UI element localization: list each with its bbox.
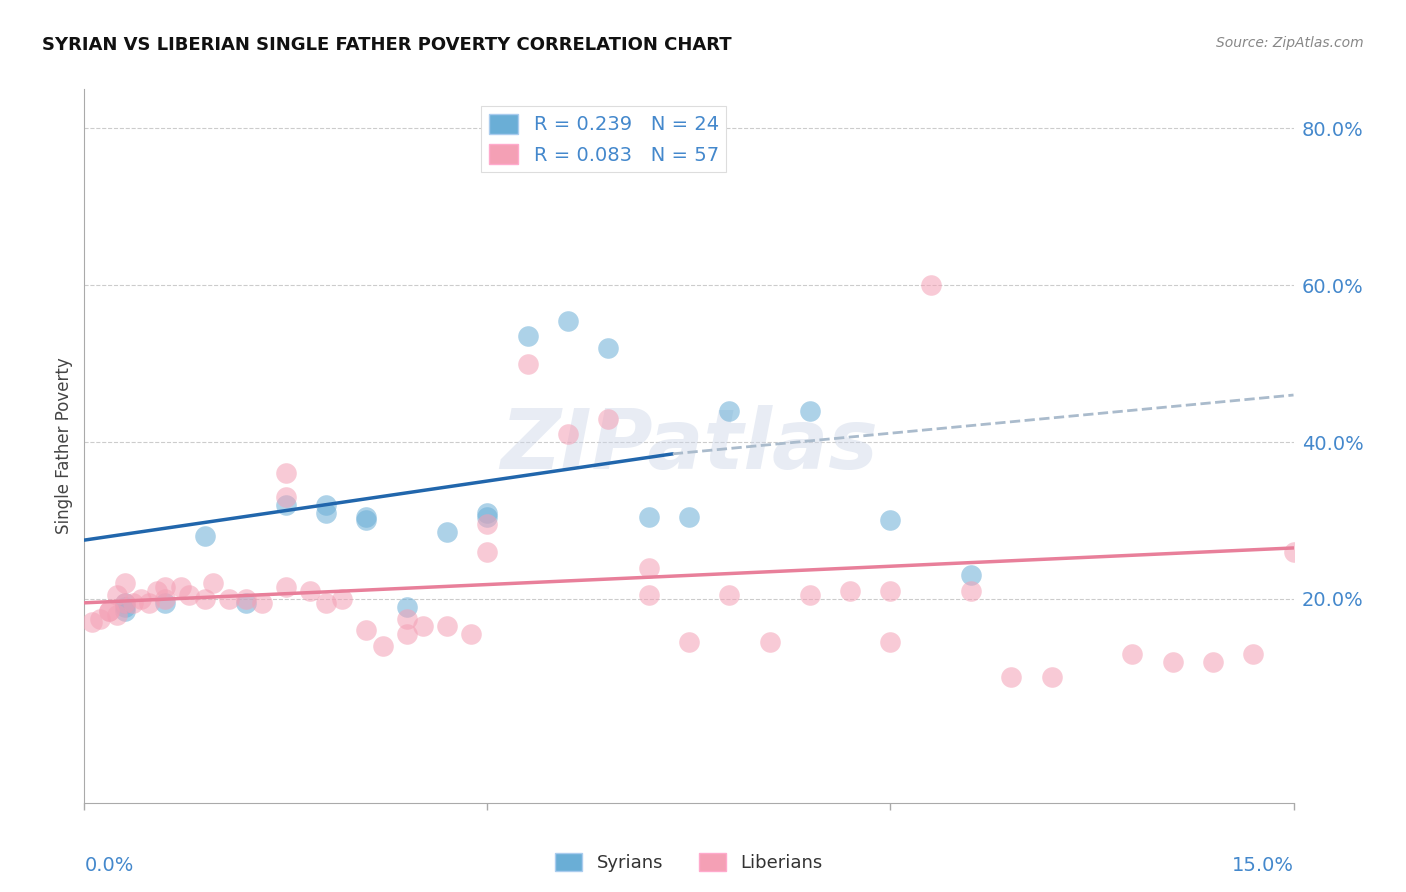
Point	[879, 635, 901, 649]
Point	[477, 506, 499, 520]
Point	[114, 596, 136, 610]
Point	[105, 607, 128, 622]
Point	[235, 591, 257, 606]
Point	[637, 560, 659, 574]
Point	[114, 599, 136, 614]
Point	[114, 576, 136, 591]
Point	[89, 611, 111, 625]
Point	[395, 599, 418, 614]
Point	[129, 591, 152, 606]
Point	[598, 341, 620, 355]
Point	[202, 576, 225, 591]
Point	[250, 596, 273, 610]
Point	[274, 467, 297, 481]
Point	[170, 580, 193, 594]
Point	[97, 604, 120, 618]
Point	[218, 591, 240, 606]
Text: Source: ZipAtlas.com: Source: ZipAtlas.com	[1216, 36, 1364, 50]
Point	[274, 490, 297, 504]
Point	[960, 584, 983, 599]
Point	[1202, 655, 1225, 669]
Point	[82, 615, 104, 630]
Point	[1161, 655, 1184, 669]
Point	[274, 580, 297, 594]
Point	[315, 596, 337, 610]
Point	[412, 619, 434, 633]
Point	[1282, 545, 1305, 559]
Point	[557, 427, 579, 442]
Point	[678, 635, 700, 649]
Point	[114, 596, 136, 610]
Point	[105, 588, 128, 602]
Point	[153, 596, 176, 610]
Point	[598, 411, 620, 425]
Point	[678, 509, 700, 524]
Text: 15.0%: 15.0%	[1232, 856, 1294, 875]
Point	[194, 529, 217, 543]
Point	[477, 545, 499, 559]
Point	[799, 588, 821, 602]
Point	[516, 329, 538, 343]
Point	[879, 514, 901, 528]
Point	[356, 624, 378, 638]
Point	[1040, 670, 1063, 684]
Point	[557, 313, 579, 327]
Point	[960, 568, 983, 582]
Point	[477, 509, 499, 524]
Point	[920, 278, 942, 293]
Point	[460, 627, 482, 641]
Point	[146, 584, 169, 599]
Text: SYRIAN VS LIBERIAN SINGLE FATHER POVERTY CORRELATION CHART: SYRIAN VS LIBERIAN SINGLE FATHER POVERTY…	[42, 36, 731, 54]
Point	[315, 506, 337, 520]
Point	[235, 596, 257, 610]
Point	[356, 509, 378, 524]
Point	[758, 635, 780, 649]
Point	[718, 403, 741, 417]
Point	[330, 591, 353, 606]
Point	[395, 627, 418, 641]
Point	[138, 596, 160, 610]
Point	[436, 619, 458, 633]
Point	[436, 525, 458, 540]
Point	[179, 588, 201, 602]
Point	[356, 514, 378, 528]
Point	[516, 357, 538, 371]
Text: 0.0%: 0.0%	[84, 856, 134, 875]
Point	[315, 498, 337, 512]
Point	[718, 588, 741, 602]
Point	[395, 611, 418, 625]
Point	[97, 604, 120, 618]
Point	[194, 591, 217, 606]
Text: ZIPatlas: ZIPatlas	[501, 406, 877, 486]
Point	[371, 639, 394, 653]
Point	[121, 596, 143, 610]
Point	[637, 509, 659, 524]
Point	[114, 604, 136, 618]
Point	[153, 591, 176, 606]
Point	[637, 588, 659, 602]
Point	[799, 403, 821, 417]
Point	[839, 584, 862, 599]
Point	[1000, 670, 1022, 684]
Point	[1121, 647, 1143, 661]
Point	[879, 584, 901, 599]
Legend: Syrians, Liberians: Syrians, Liberians	[548, 846, 830, 880]
Point	[153, 580, 176, 594]
Point	[477, 517, 499, 532]
Point	[1241, 647, 1264, 661]
Y-axis label: Single Father Poverty: Single Father Poverty	[55, 358, 73, 534]
Point	[274, 498, 297, 512]
Point	[299, 584, 322, 599]
